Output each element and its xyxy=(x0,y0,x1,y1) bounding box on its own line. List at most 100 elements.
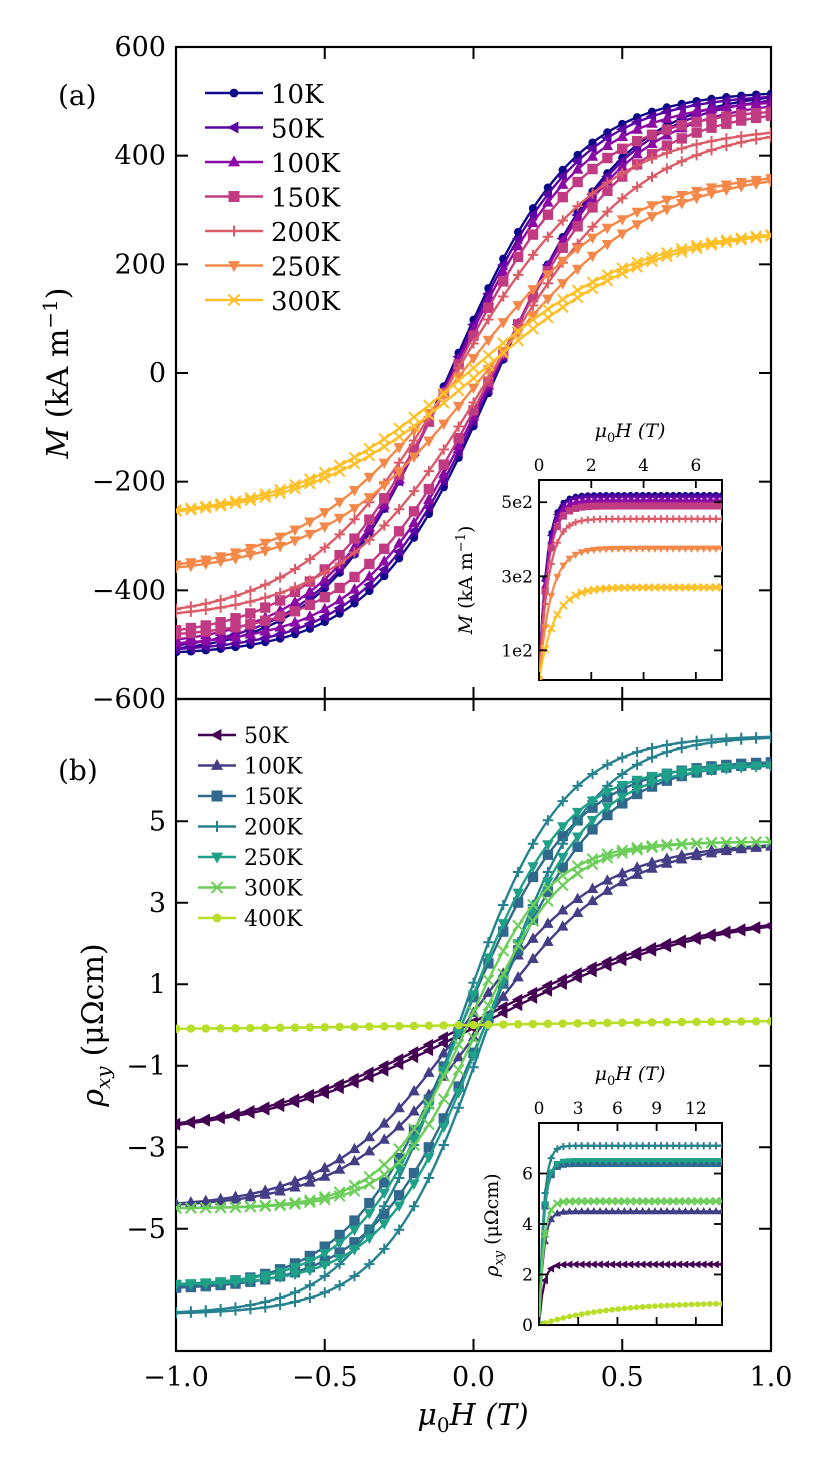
data-point-200K xyxy=(423,465,435,477)
data-point-100K xyxy=(452,439,465,451)
data-point-250K xyxy=(467,990,480,1001)
data-point-300K xyxy=(437,397,450,409)
inset-point-250K xyxy=(608,545,617,554)
data-point-150K xyxy=(319,1241,330,1252)
inset-point-100K xyxy=(650,496,659,504)
data-point-250K xyxy=(348,1225,361,1237)
data-point-200K xyxy=(304,575,316,586)
inset-a-ticks: 0 2 4 6 1e2 3e2 5e2 xyxy=(501,456,722,680)
data-point-250K xyxy=(348,1245,361,1256)
inset-point-100K xyxy=(565,1207,574,1215)
inset-point-100K xyxy=(602,1207,611,1215)
inset-point-50K xyxy=(687,1260,695,1269)
data-point-400K xyxy=(439,1021,448,1030)
data-point-200K xyxy=(646,153,658,164)
data-point-250K xyxy=(452,1088,465,1099)
inset-point-200K xyxy=(559,527,567,536)
data-point-200K xyxy=(408,1201,420,1212)
data-point-100K xyxy=(735,98,747,110)
data-point-100K xyxy=(586,882,599,894)
data-point-200K xyxy=(631,759,643,770)
inset-a-ylabel: M (kA m−1) xyxy=(454,526,477,636)
data-point-150K xyxy=(736,109,747,120)
data-point-250K xyxy=(274,532,286,544)
data-point-150K xyxy=(349,533,360,544)
data-point-100K xyxy=(304,585,316,596)
data-point-100K xyxy=(571,163,584,174)
inset-point-200K xyxy=(596,515,604,523)
inset-point-400K xyxy=(719,1300,722,1307)
data-point-100K xyxy=(438,467,450,479)
data-point-200K xyxy=(483,937,494,948)
inset-point-250K xyxy=(547,1169,556,1177)
data-point-250K xyxy=(452,1028,465,1039)
data-point-400K xyxy=(647,1018,657,1027)
data-point-250K xyxy=(601,787,614,799)
data-point-250K xyxy=(289,1269,301,1281)
inset-point-200K xyxy=(718,1142,722,1150)
inset-point-50K xyxy=(601,1260,609,1269)
data-point-150K xyxy=(274,595,286,606)
inset-b-ticks: 0 3 6 9 12 0 2 4 6 xyxy=(522,1099,722,1336)
inset-point-50K xyxy=(668,1260,677,1269)
data-point-50K xyxy=(333,602,344,614)
data-point-300K xyxy=(705,236,718,249)
inset-point-100K xyxy=(553,1209,562,1217)
data-point-150K xyxy=(274,611,286,622)
data-point-200K xyxy=(602,759,613,770)
data-point-250K xyxy=(452,401,465,413)
ytick-label: −3 xyxy=(126,1132,166,1163)
data-point-300K xyxy=(497,968,510,980)
data-point-50K xyxy=(288,623,300,636)
inset-point-300K xyxy=(546,624,556,633)
data-point-300K xyxy=(497,944,510,957)
data-point-400K xyxy=(692,1017,701,1027)
inset-point-100K xyxy=(559,1207,568,1215)
data-point-100K xyxy=(304,1169,316,1180)
inset-point-300K xyxy=(546,1205,556,1215)
data-point-400K xyxy=(603,1018,612,1028)
data-point-50K xyxy=(511,993,523,1006)
data-point-400K xyxy=(454,1021,463,1030)
data-point-50K xyxy=(705,96,716,109)
inset-point-50K xyxy=(699,1260,707,1269)
data-point-200K xyxy=(364,1258,375,1270)
data-point-200K xyxy=(498,291,509,302)
data-point-100K xyxy=(333,1163,346,1174)
inset-point-100K xyxy=(675,1207,684,1215)
data-point-250K xyxy=(393,1201,405,1212)
data-point-200K xyxy=(706,135,717,147)
data-point-300K xyxy=(259,1199,272,1212)
inset-point-200K xyxy=(663,515,671,523)
data-point-50K xyxy=(303,618,315,630)
data-point-300K xyxy=(452,374,465,387)
data-point-100K xyxy=(244,628,257,639)
inset-point-250K xyxy=(553,1161,562,1169)
inset-point-100K xyxy=(614,496,623,504)
data-point-150K xyxy=(176,1281,182,1292)
inset-point-400K xyxy=(652,1303,658,1310)
data-point-300K xyxy=(348,1179,361,1192)
data-point-400K xyxy=(365,1022,374,1031)
inset-point-50K xyxy=(559,500,567,509)
inset-point-200K xyxy=(578,1142,586,1150)
inset-point-200K xyxy=(718,515,722,523)
inset-point-400K xyxy=(584,1310,591,1316)
data-point-100K xyxy=(378,1117,390,1128)
inset-point-400K xyxy=(621,1305,628,1312)
inset-point-250K xyxy=(675,545,684,553)
inset-point-250K xyxy=(699,545,708,553)
data-point-150K xyxy=(602,809,613,821)
data-point-300K xyxy=(303,1194,316,1207)
inset-point-50K xyxy=(552,1261,561,1270)
data-point-200K xyxy=(572,200,583,212)
inset-point-250K xyxy=(602,1157,611,1166)
data-point-200K xyxy=(468,397,479,408)
data-point-150K xyxy=(379,1208,390,1220)
inset-point-250K xyxy=(620,1157,629,1166)
inset-point-200K xyxy=(700,515,708,523)
inset-point-400K xyxy=(664,1302,670,1309)
data-point-250K xyxy=(274,1267,286,1279)
data-point-50K xyxy=(630,946,642,958)
data-point-300K xyxy=(735,233,748,246)
